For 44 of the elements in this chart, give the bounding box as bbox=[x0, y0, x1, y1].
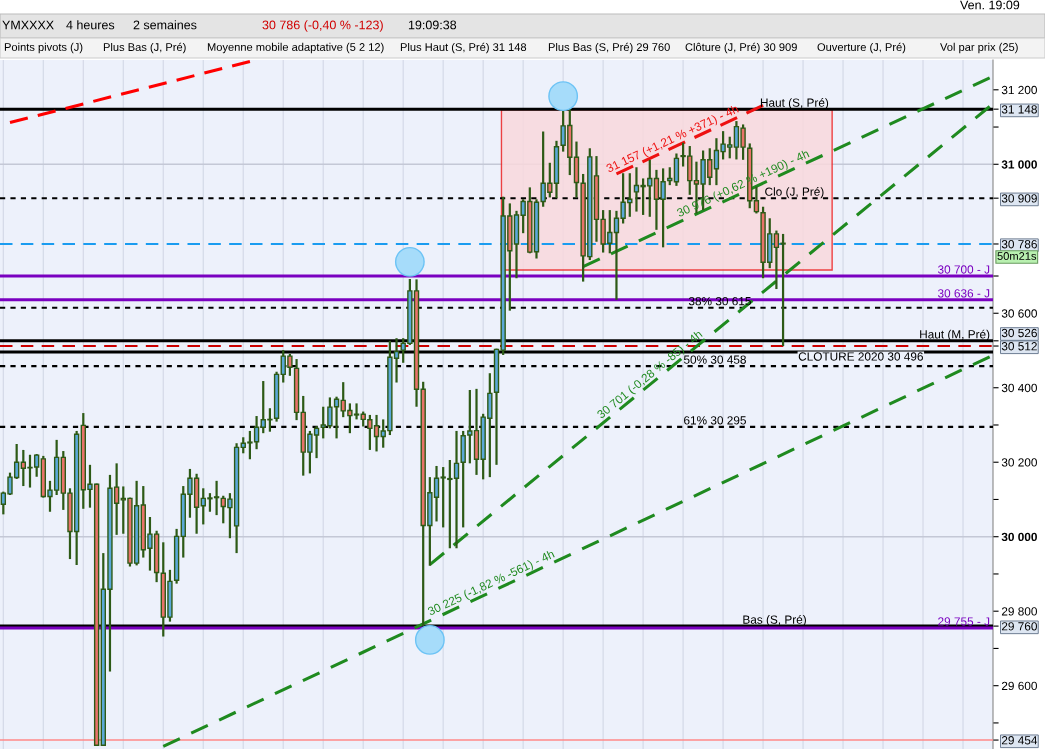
text: Moyenne mobile adaptative (5 2 12) bbox=[207, 42, 384, 54]
text: Vol par prix (25) bbox=[940, 42, 1018, 54]
point bbox=[414, 624, 445, 655]
ref-line-label: CLOTURE 2020 30 496 bbox=[798, 352, 923, 361]
point bbox=[548, 81, 579, 112]
ref-line-label: Haut (M, Pré) bbox=[920, 329, 990, 341]
text: 30 786 (-0,40 % -123) bbox=[262, 20, 383, 32]
ref-line-label: Clo (J, Pré) bbox=[765, 187, 824, 199]
y-tick-label: 30 000 bbox=[1001, 532, 1037, 542]
y-tick-label: 29 760 bbox=[1001, 622, 1037, 631]
ref-line-label: 50% 30 458 bbox=[683, 355, 746, 364]
y-tick-label: 30 526 bbox=[1001, 328, 1037, 338]
y-tick-label: 30 786 bbox=[1001, 240, 1037, 249]
y-tick-label: 31 200 bbox=[1001, 85, 1037, 95]
candlestick bbox=[753, 185, 760, 215]
text: 19:09:38 bbox=[408, 20, 457, 30]
text: 4 heures bbox=[66, 20, 115, 30]
text: Plus Bas (J, Pré) bbox=[103, 42, 186, 54]
y-tick-label: 29 600 bbox=[1001, 681, 1037, 691]
y-tick-label: 29 454 bbox=[1001, 736, 1038, 745]
ref-line-label: 61% 30 295 bbox=[684, 416, 746, 425]
text: Points pivots (J) bbox=[4, 42, 83, 54]
y-tick-label: 29 800 bbox=[1001, 607, 1037, 616]
text: Ven. 19:09 bbox=[960, 0, 1020, 10]
ref-line-label: 30 636 - J bbox=[937, 289, 990, 298]
ref-line-label: Bas (S, Pré) bbox=[743, 614, 806, 627]
y-tick-label: 30 909 bbox=[1001, 194, 1037, 203]
text: Clôture (J, Pré) 30 909 bbox=[685, 42, 797, 54]
y-tick-label: 30 400 bbox=[1001, 383, 1037, 393]
text: Ouverture (J, Pré) bbox=[817, 42, 906, 54]
ref-line-label: 29 755 - J bbox=[938, 617, 990, 626]
text: YMXXXX bbox=[2, 20, 54, 30]
text: 50m21s bbox=[997, 252, 1037, 260]
y-tick-label: 31 148 bbox=[1001, 105, 1037, 114]
ref-line-label: 30 700 - J bbox=[937, 265, 990, 274]
y-tick-label: 30 600 bbox=[1001, 309, 1037, 318]
y-tick-label: 30 200 bbox=[1001, 458, 1037, 467]
text: Plus Bas (S, Pré) 29 760 bbox=[548, 42, 670, 54]
candlestick bbox=[673, 152, 680, 187]
y-tick-label: 31 000 bbox=[1001, 160, 1037, 169]
point bbox=[394, 246, 425, 277]
text: Plus Haut (S, Pré) 31 148 bbox=[400, 42, 527, 54]
text: 2 semaines bbox=[133, 20, 197, 30]
y-tick-label: 30 512 bbox=[1001, 342, 1037, 351]
